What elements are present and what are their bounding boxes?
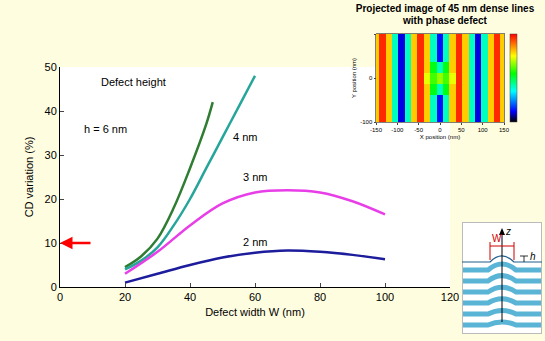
svg-text:60: 60 (249, 291, 261, 303)
svg-text:h = 6 nm: h = 6 nm (84, 123, 127, 135)
svg-text:Defect height: Defect height (101, 76, 166, 88)
svg-text:-150: -150 (370, 127, 383, 133)
svg-text:2 nm: 2 nm (243, 236, 267, 248)
svg-text:Defect width W (nm): Defect width W (nm) (205, 306, 305, 318)
svg-text:X position (nm): X position (nm) (420, 134, 460, 140)
svg-text:100: 100 (376, 291, 394, 303)
svg-text:120: 120 (441, 291, 459, 303)
svg-text:CD variation (%): CD variation (%) (23, 137, 35, 218)
svg-text:10: 10 (45, 237, 57, 249)
svg-text:0: 0 (57, 291, 63, 303)
svg-text:3 nm: 3 nm (243, 171, 267, 183)
html-text:Projected image of 45 nm dense: Projected image of 45 nm dense lines wit… (355, 3, 535, 26)
svg-text:20: 20 (119, 291, 131, 303)
svg-text:40: 40 (184, 291, 196, 303)
svg-text:-100: -100 (360, 119, 373, 125)
svg-text:80: 80 (314, 291, 326, 303)
svg-text:-50: -50 (414, 127, 423, 133)
svg-text:40: 40 (45, 105, 57, 117)
svg-text:W: W (492, 233, 502, 244)
svg-text:0: 0 (51, 281, 57, 293)
svg-text:50: 50 (45, 61, 57, 73)
svg-text:150: 150 (499, 127, 510, 133)
svg-text:100: 100 (478, 127, 489, 133)
svg-text:-100: -100 (391, 127, 404, 133)
svg-text:Y position (nm): Y position (nm) (351, 58, 357, 98)
svg-text:30: 30 (45, 149, 57, 161)
svg-text:z: z (505, 226, 511, 237)
svg-text:4 nm: 4 nm (233, 131, 257, 143)
svg-text:0: 0 (438, 127, 442, 133)
svg-text:0: 0 (369, 75, 373, 81)
svg-text:20: 20 (45, 193, 57, 205)
svg-text:50: 50 (458, 127, 465, 133)
svg-text:h: h (530, 251, 536, 262)
